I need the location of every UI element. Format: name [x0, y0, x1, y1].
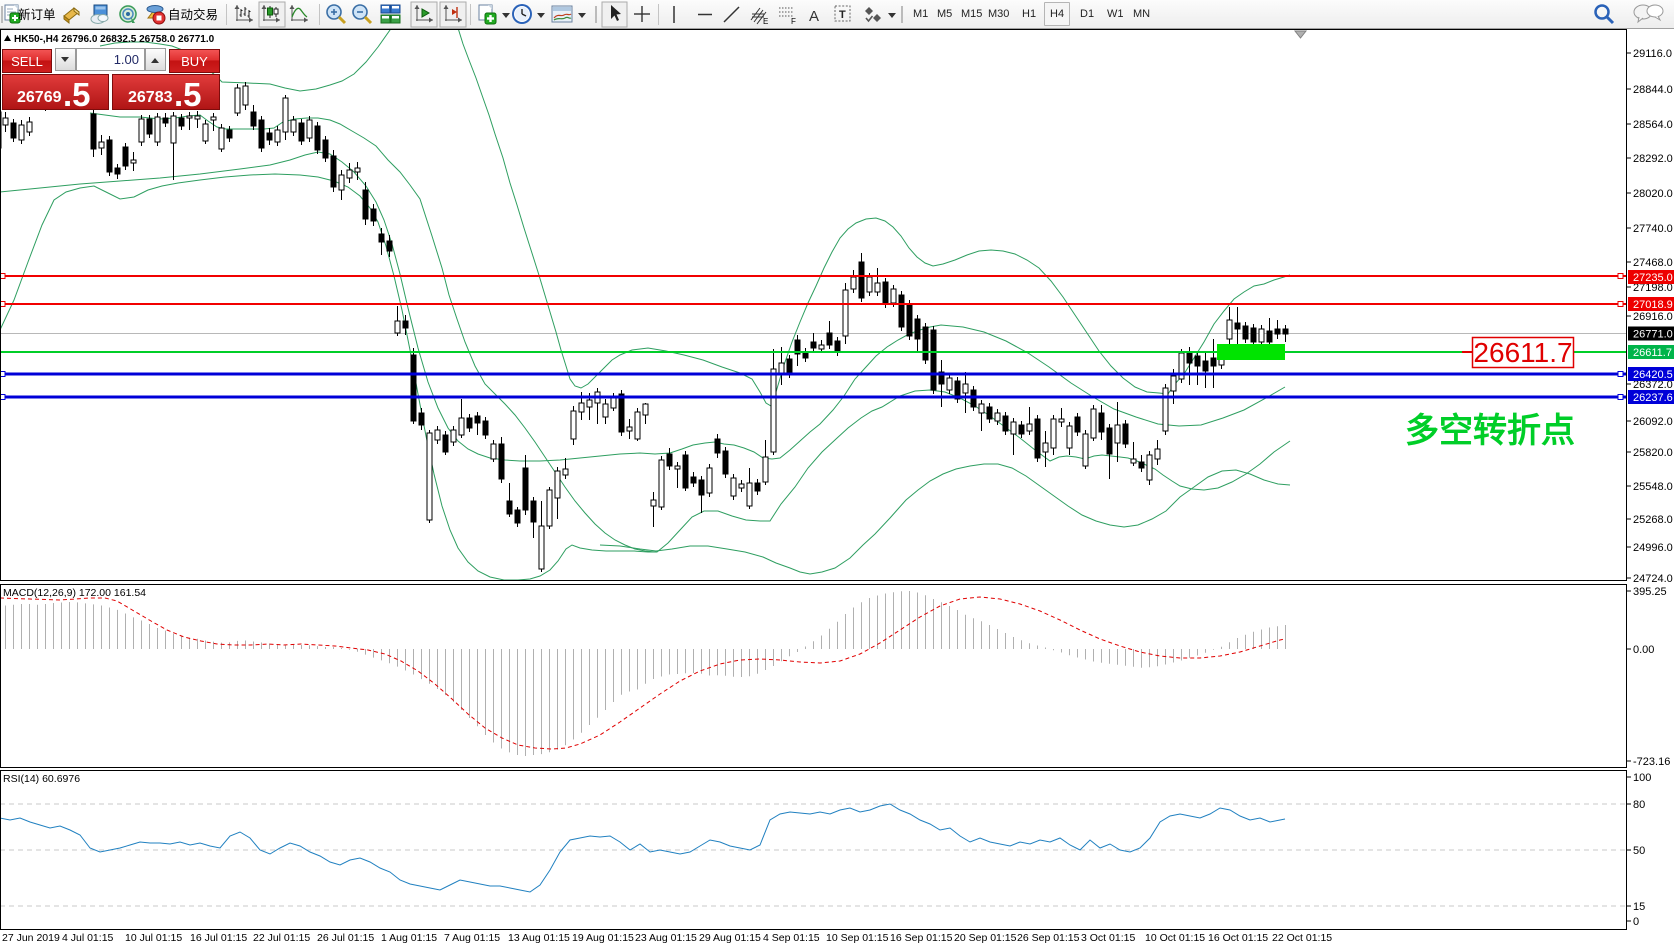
svg-text:10 Sep 01:15: 10 Sep 01:15 — [826, 932, 889, 944]
svg-text:28292.0: 28292.0 — [1633, 153, 1673, 165]
svg-text:HK50-,H4 26796.0 26832.5 2675: HK50-,H4 26796.0 26832.5 26758.0 26771.0 — [14, 34, 215, 45]
svg-text:E: E — [763, 17, 768, 26]
svg-text:27018.9: 27018.9 — [1633, 299, 1673, 311]
svg-text:26372.0: 26372.0 — [1633, 379, 1673, 391]
svg-text:27740.0: 27740.0 — [1633, 223, 1673, 235]
svg-text:0.00: 0.00 — [1633, 644, 1654, 656]
svg-text:RSI(14) 60.6976: RSI(14) 60.6976 — [3, 773, 80, 785]
svg-text:22 Jul 01:15: 22 Jul 01:15 — [253, 932, 310, 944]
svg-text:100: 100 — [1633, 772, 1651, 784]
svg-text:26 Jul 01:15: 26 Jul 01:15 — [317, 932, 374, 944]
svg-text:4 Jul 01:15: 4 Jul 01:15 — [62, 932, 114, 944]
svg-text:4 Sep 01:15: 4 Sep 01:15 — [763, 932, 820, 944]
svg-text:19 Aug 01:15: 19 Aug 01:15 — [572, 932, 634, 944]
svg-text:27198.0: 27198.0 — [1633, 282, 1673, 294]
svg-text:15: 15 — [1633, 901, 1645, 913]
svg-text:16 Sep 01:15: 16 Sep 01:15 — [890, 932, 953, 944]
svg-text:16 Oct 01:15: 16 Oct 01:15 — [1208, 932, 1268, 944]
svg-text:16 Jul 01:15: 16 Jul 01:15 — [190, 932, 247, 944]
svg-text:26611.7: 26611.7 — [1633, 347, 1672, 359]
svg-text:23 Aug 01:15: 23 Aug 01:15 — [635, 932, 697, 944]
svg-text:0: 0 — [1633, 916, 1639, 928]
svg-text:自动交易: 自动交易 — [168, 7, 218, 22]
svg-text:25268.0: 25268.0 — [1633, 514, 1673, 526]
svg-text:7 Aug 01:15: 7 Aug 01:15 — [444, 932, 500, 944]
svg-text:22 Oct 01:15: 22 Oct 01:15 — [1272, 932, 1332, 944]
svg-text:24724.0: 24724.0 — [1633, 573, 1673, 585]
svg-text:10 Jul 01:15: 10 Jul 01:15 — [125, 932, 182, 944]
svg-text:26237.6: 26237.6 — [1633, 392, 1673, 404]
svg-text:多空转折点: 多空转折点 — [1405, 412, 1575, 450]
svg-text:27468.0: 27468.0 — [1633, 257, 1673, 269]
svg-text:28564.0: 28564.0 — [1633, 119, 1673, 131]
svg-text:29 Aug 01:15: 29 Aug 01:15 — [699, 932, 761, 944]
svg-text:1 Aug 01:15: 1 Aug 01:15 — [381, 932, 437, 944]
svg-text:28844.0: 28844.0 — [1633, 84, 1673, 96]
svg-text:A: A — [809, 8, 819, 25]
svg-text:29116.0: 29116.0 — [1633, 48, 1672, 60]
svg-text:27235.0: 27235.0 — [1633, 272, 1673, 284]
svg-text:24996.0: 24996.0 — [1633, 542, 1673, 554]
svg-text:T: T — [839, 9, 846, 21]
svg-text:26420.5: 26420.5 — [1633, 369, 1673, 381]
svg-text:新订单: 新订单 — [18, 7, 56, 22]
svg-text:26 Sep 01:15: 26 Sep 01:15 — [1017, 932, 1080, 944]
svg-text:80: 80 — [1633, 799, 1645, 811]
svg-text:28020.0: 28020.0 — [1633, 188, 1673, 200]
svg-text:395.25: 395.25 — [1633, 586, 1667, 598]
svg-text:26611.7: 26611.7 — [1473, 337, 1572, 368]
svg-text:3 Oct 01:15: 3 Oct 01:15 — [1081, 932, 1135, 944]
svg-text:13 Aug 01:15: 13 Aug 01:15 — [508, 932, 570, 944]
svg-text:25820.0: 25820.0 — [1633, 447, 1673, 459]
svg-text:F: F — [791, 17, 796, 26]
svg-text:MACD(12,26,9) 172.00 161.54: MACD(12,26,9) 172.00 161.54 — [3, 587, 146, 599]
svg-text:20 Sep 01:15: 20 Sep 01:15 — [954, 932, 1017, 944]
svg-text:26771.0: 26771.0 — [1633, 329, 1673, 341]
svg-text:26916.0: 26916.0 — [1633, 311, 1673, 323]
svg-text:26092.0: 26092.0 — [1633, 416, 1673, 428]
svg-text:10 Oct 01:15: 10 Oct 01:15 — [1145, 932, 1205, 944]
svg-text:27 Jun 2019: 27 Jun 2019 — [2, 932, 60, 944]
svg-text:-723.16: -723.16 — [1633, 756, 1670, 768]
svg-text:25548.0: 25548.0 — [1633, 481, 1673, 493]
svg-text:50: 50 — [1633, 845, 1645, 857]
